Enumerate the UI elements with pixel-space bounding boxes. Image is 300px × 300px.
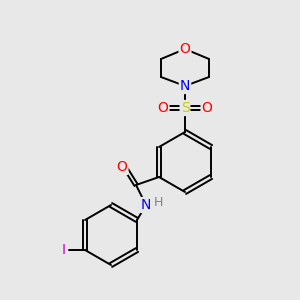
Text: S: S [181,101,189,115]
Text: O: O [202,101,212,115]
Text: O: O [180,42,190,56]
Text: I: I [62,243,66,257]
Text: O: O [117,160,128,174]
Text: O: O [158,101,168,115]
Text: N: N [141,198,151,212]
Text: N: N [180,79,190,93]
Text: H: H [153,196,163,208]
